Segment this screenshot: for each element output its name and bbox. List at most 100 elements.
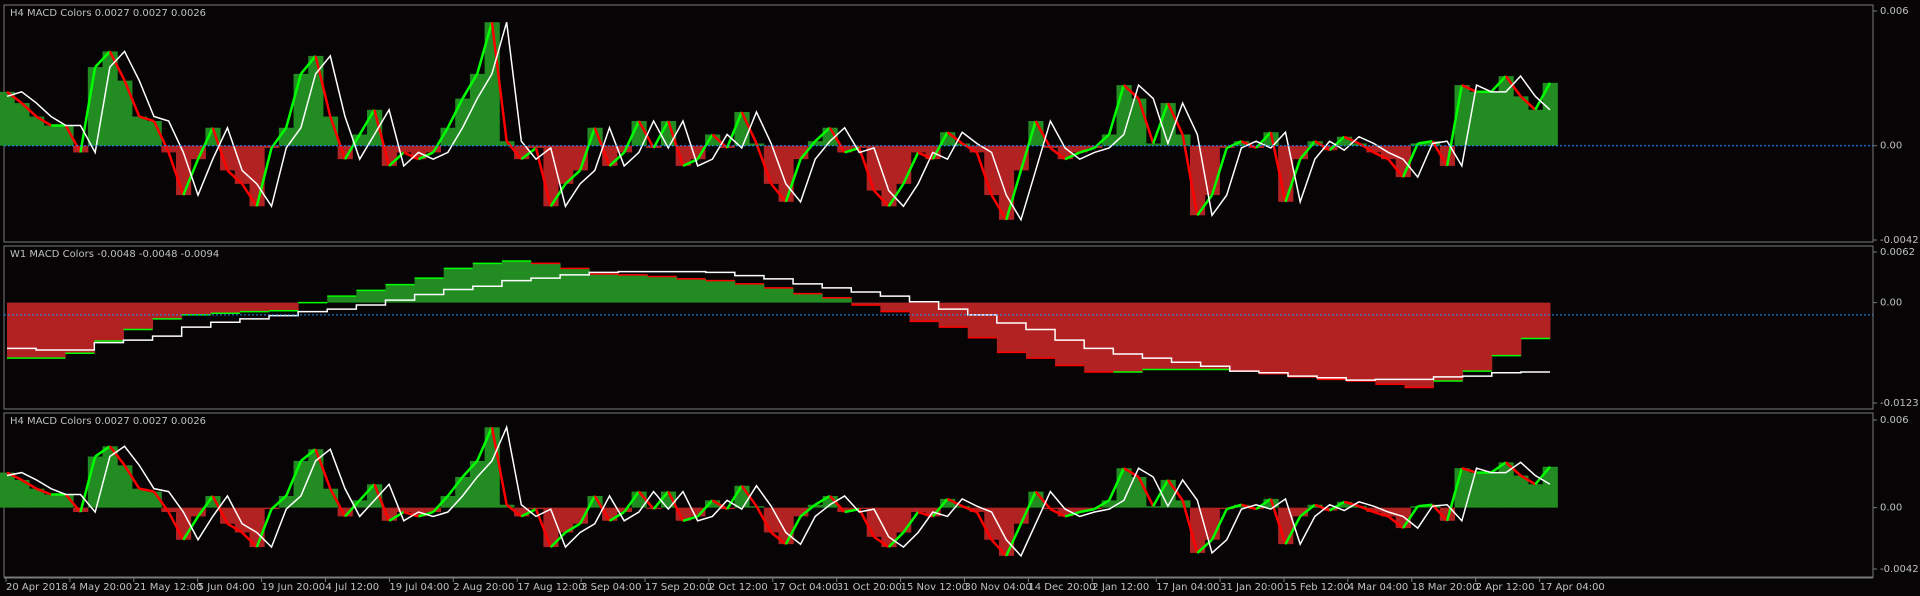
histogram-step xyxy=(36,302,66,359)
histogram-bar xyxy=(1542,82,1558,146)
macd-line-segment xyxy=(373,109,391,167)
histogram-step xyxy=(1287,302,1318,377)
histogram-bar xyxy=(866,145,882,191)
histogram-step xyxy=(996,302,1027,353)
macd-line-segment xyxy=(578,127,596,171)
histogram-bar xyxy=(705,134,721,146)
macd-line-segment xyxy=(1299,503,1316,518)
macd-line-segment xyxy=(1019,491,1037,525)
macd-line-segment xyxy=(285,460,303,497)
histogram-bar xyxy=(1307,504,1323,508)
signal-line xyxy=(6,22,1551,222)
histogram-bar xyxy=(675,507,691,521)
macd-line-segment xyxy=(961,505,978,514)
time-label: 17 Jan 04:00 xyxy=(1156,582,1219,593)
histogram-bar xyxy=(837,507,853,513)
histogram-bar xyxy=(1366,145,1382,153)
histogram-step xyxy=(1462,302,1493,372)
histogram-bar xyxy=(352,134,368,146)
histogram-bar xyxy=(1498,76,1514,146)
histogram-bar xyxy=(117,80,133,146)
histogram-bar xyxy=(87,67,104,146)
macd-line-segment xyxy=(755,143,773,185)
histogram-bar xyxy=(1160,479,1176,508)
macd-line-segment xyxy=(1064,510,1081,518)
macd-line-segment xyxy=(1122,84,1140,100)
macd-line-segment xyxy=(64,124,82,154)
histogram-step xyxy=(822,297,852,303)
histogram-step xyxy=(618,274,648,303)
macd-line-segment xyxy=(432,127,449,154)
macd-line-segment xyxy=(476,21,494,75)
histogram-bar xyxy=(161,507,177,513)
histogram-bar xyxy=(910,507,926,513)
histogram-bar xyxy=(1469,472,1485,508)
histogram-bar xyxy=(1336,501,1353,508)
signal-line xyxy=(6,424,1551,558)
y-tick-label: 0.00 xyxy=(1880,141,1902,152)
macd-line-segment xyxy=(667,491,685,522)
histogram-step xyxy=(705,280,736,303)
macd-line-segment xyxy=(1461,467,1477,474)
histogram-bar xyxy=(881,145,897,207)
macd-line-segment xyxy=(1034,490,1052,510)
histogram-bar xyxy=(1307,141,1323,146)
macd-line-segment xyxy=(1166,102,1184,136)
macd-line-segment xyxy=(887,531,905,548)
macd-line-segment xyxy=(990,538,1008,557)
histogram-bar xyxy=(367,109,383,146)
histogram-bar xyxy=(1057,507,1073,517)
time-label: 20 Apr 2018 xyxy=(6,582,68,593)
histogram-bar xyxy=(1013,507,1029,524)
macd-line-segment xyxy=(740,111,758,144)
histogram-bar xyxy=(969,145,985,153)
macd-line-segment xyxy=(108,445,126,467)
panel-frame xyxy=(3,245,1874,410)
histogram-step xyxy=(1025,302,1056,359)
histogram-step xyxy=(1317,302,1347,380)
macd-line-segment xyxy=(726,485,743,510)
macd-line-segment xyxy=(1166,479,1184,502)
histogram-bar xyxy=(1145,506,1162,508)
histogram-bar xyxy=(1469,91,1485,146)
macd-line-segment xyxy=(1387,158,1405,178)
macd-line-segment xyxy=(1519,95,1537,111)
histogram-bar xyxy=(278,495,295,508)
histogram-bar xyxy=(763,507,779,533)
macd-line-segment xyxy=(1461,83,1478,93)
macd-line-segment xyxy=(167,152,185,196)
histogram-bar xyxy=(117,465,133,508)
histogram-bar xyxy=(587,495,603,508)
histogram-bar xyxy=(1527,484,1544,508)
histogram-bar xyxy=(969,507,985,513)
macd-line-segment xyxy=(1505,461,1522,477)
macd-line-segment xyxy=(182,515,200,541)
macd-line-segment xyxy=(520,146,537,161)
macd-line-segment xyxy=(314,448,332,490)
histogram-step xyxy=(501,260,532,303)
histogram-step xyxy=(531,263,561,303)
macd-line-segment xyxy=(64,493,82,513)
macd-line-segment xyxy=(211,127,229,171)
macd-line-segment xyxy=(270,127,288,149)
macd-line-segment xyxy=(211,495,229,525)
macd-line-segment xyxy=(1093,499,1110,511)
macd-line-segment xyxy=(35,115,52,127)
macd-line-segment xyxy=(461,73,479,100)
histogram-step xyxy=(1433,302,1464,381)
macd-line-segment xyxy=(300,448,317,462)
macd-line-segment xyxy=(167,511,185,541)
macd-line-segment xyxy=(1034,120,1052,149)
macd-line-segment xyxy=(108,50,126,82)
histogram-step xyxy=(123,302,154,330)
macd-line-segment xyxy=(623,490,640,513)
macd-line-segment xyxy=(784,515,802,545)
macd-line-segment xyxy=(637,490,655,510)
histogram-step xyxy=(967,302,998,338)
macd-line-segment xyxy=(197,495,214,518)
macd-line-segment xyxy=(814,494,831,506)
histogram-step xyxy=(589,274,619,303)
macd-line-segment xyxy=(1255,497,1272,511)
histogram-bar xyxy=(220,507,236,524)
histogram-step xyxy=(239,302,270,312)
